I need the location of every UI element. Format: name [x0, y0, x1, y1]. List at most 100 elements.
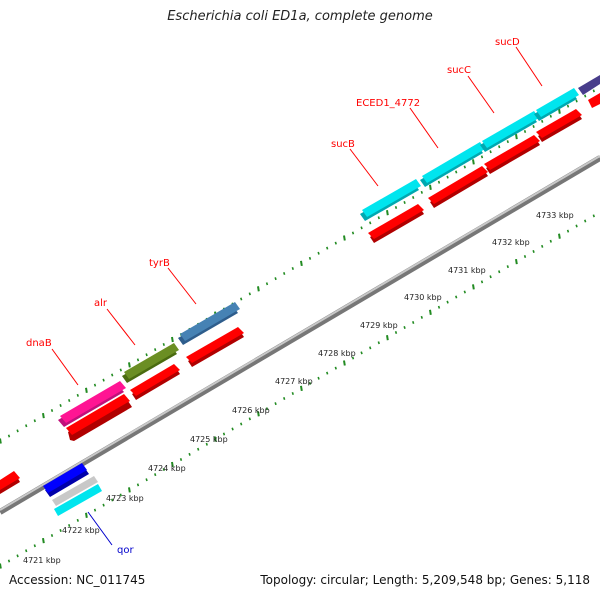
minor-tick [480, 155, 484, 159]
minor-tick [240, 422, 243, 426]
minor-tick [197, 447, 200, 451]
scale-tick-row [0, 214, 595, 569]
minor-tick [394, 331, 398, 335]
minor-tick [523, 254, 527, 258]
minor-tick [59, 403, 62, 407]
scale-label: 4721 kbp [23, 556, 61, 565]
minor-tick [489, 150, 492, 154]
accession-label: Accession: NC_011745 [9, 573, 146, 587]
gene-label-tyrB: tyrB [149, 258, 170, 269]
minor-tick [76, 518, 79, 522]
minor-tick [240, 297, 243, 301]
minor-tick [541, 119, 544, 123]
minor-tick [291, 266, 294, 270]
major-tick [300, 385, 303, 392]
gene-sucD[interactable] [534, 88, 579, 121]
minor-tick [93, 508, 97, 512]
minor-tick [523, 129, 527, 133]
scale-label: 4726 kbp [232, 406, 270, 415]
minor-tick [541, 244, 544, 248]
minor-tick [532, 249, 535, 253]
minor-tick [111, 498, 114, 502]
minor-tick [102, 503, 105, 507]
minor-tick [111, 373, 114, 377]
scale-label: 4724 kbp [148, 464, 186, 473]
minor-tick [351, 231, 355, 235]
minor-tick [326, 246, 329, 250]
gene-label-dnaB: dnaB [26, 338, 52, 349]
minor-tick [7, 559, 11, 563]
major-tick [300, 260, 303, 267]
minor-tick [498, 145, 501, 149]
genome-summary: Topology: circular; Length: 5,209,548 bp… [260, 573, 590, 587]
gene-tyrB[interactable] [178, 302, 240, 345]
cds-arrow[interactable] [588, 93, 600, 108]
cds-arrow[interactable] [368, 204, 424, 243]
gene-unlabeled-grey[interactable] [52, 476, 98, 506]
cds-arrow[interactable] [536, 109, 582, 142]
minor-tick [33, 544, 36, 548]
minor-tick [489, 275, 492, 279]
minor-tick [25, 424, 28, 428]
gene-label-alr: alr [94, 298, 108, 309]
gene-unlabeled-purple[interactable] [578, 75, 600, 95]
cds-arrow[interactable] [428, 166, 488, 208]
minor-tick [584, 219, 587, 223]
gene-sucC[interactable] [480, 111, 539, 152]
minor-tick [480, 280, 484, 284]
major-tick [558, 108, 561, 114]
minor-tick [248, 417, 251, 421]
scale-label: 4728 kbp [318, 349, 356, 358]
gene-alr[interactable] [122, 343, 179, 383]
major-tick [85, 512, 88, 518]
gene-dnaB[interactable] [58, 381, 126, 427]
major-tick [0, 563, 2, 569]
minor-tick [334, 241, 337, 245]
minor-tick [145, 353, 148, 357]
cds-arrow[interactable] [186, 327, 244, 367]
minor-tick [575, 224, 578, 228]
cds-arrow[interactable] [0, 471, 20, 494]
minor-tick [179, 457, 183, 461]
minor-tick [283, 397, 286, 401]
cds-arrow[interactable] [66, 394, 132, 441]
minor-tick [506, 140, 509, 144]
minor-tick [154, 473, 157, 477]
major-tick [42, 412, 45, 419]
minor-tick [33, 419, 36, 423]
major-tick [128, 362, 131, 368]
minor-tick [283, 272, 286, 276]
minor-tick [463, 165, 466, 169]
gene-label-sucB: sucB [331, 139, 355, 150]
major-tick [343, 235, 346, 241]
minor-tick [403, 326, 406, 330]
gene-qor[interactable] [43, 463, 89, 497]
minor-tick [145, 478, 148, 482]
minor-tick [506, 265, 509, 269]
minor-tick [403, 201, 406, 205]
major-tick [171, 461, 174, 468]
gene-unlabeled-cyan[interactable] [54, 484, 102, 516]
minor-tick [532, 124, 535, 128]
minor-tick [265, 282, 269, 286]
gene-sucB[interactable] [360, 179, 421, 221]
gene-label-sucD: sucD [495, 37, 520, 48]
major-tick [386, 335, 389, 341]
minor-tick [308, 381, 312, 385]
cds-arrow[interactable] [130, 364, 180, 400]
cds-features [0, 93, 600, 494]
minor-tick [16, 554, 19, 558]
major-tick [0, 438, 2, 444]
minor-tick [369, 221, 372, 225]
cds-arrow[interactable] [484, 135, 540, 174]
gene-ECED1_4772[interactable] [420, 142, 485, 187]
scale-label: 4727 kbp [275, 377, 313, 386]
minor-tick [162, 343, 165, 347]
minor-tick [420, 315, 423, 319]
minor-tick [575, 99, 578, 103]
major-tick [214, 436, 217, 442]
minor-tick [566, 104, 570, 108]
minor-tick [549, 239, 552, 243]
major-tick [171, 336, 174, 343]
